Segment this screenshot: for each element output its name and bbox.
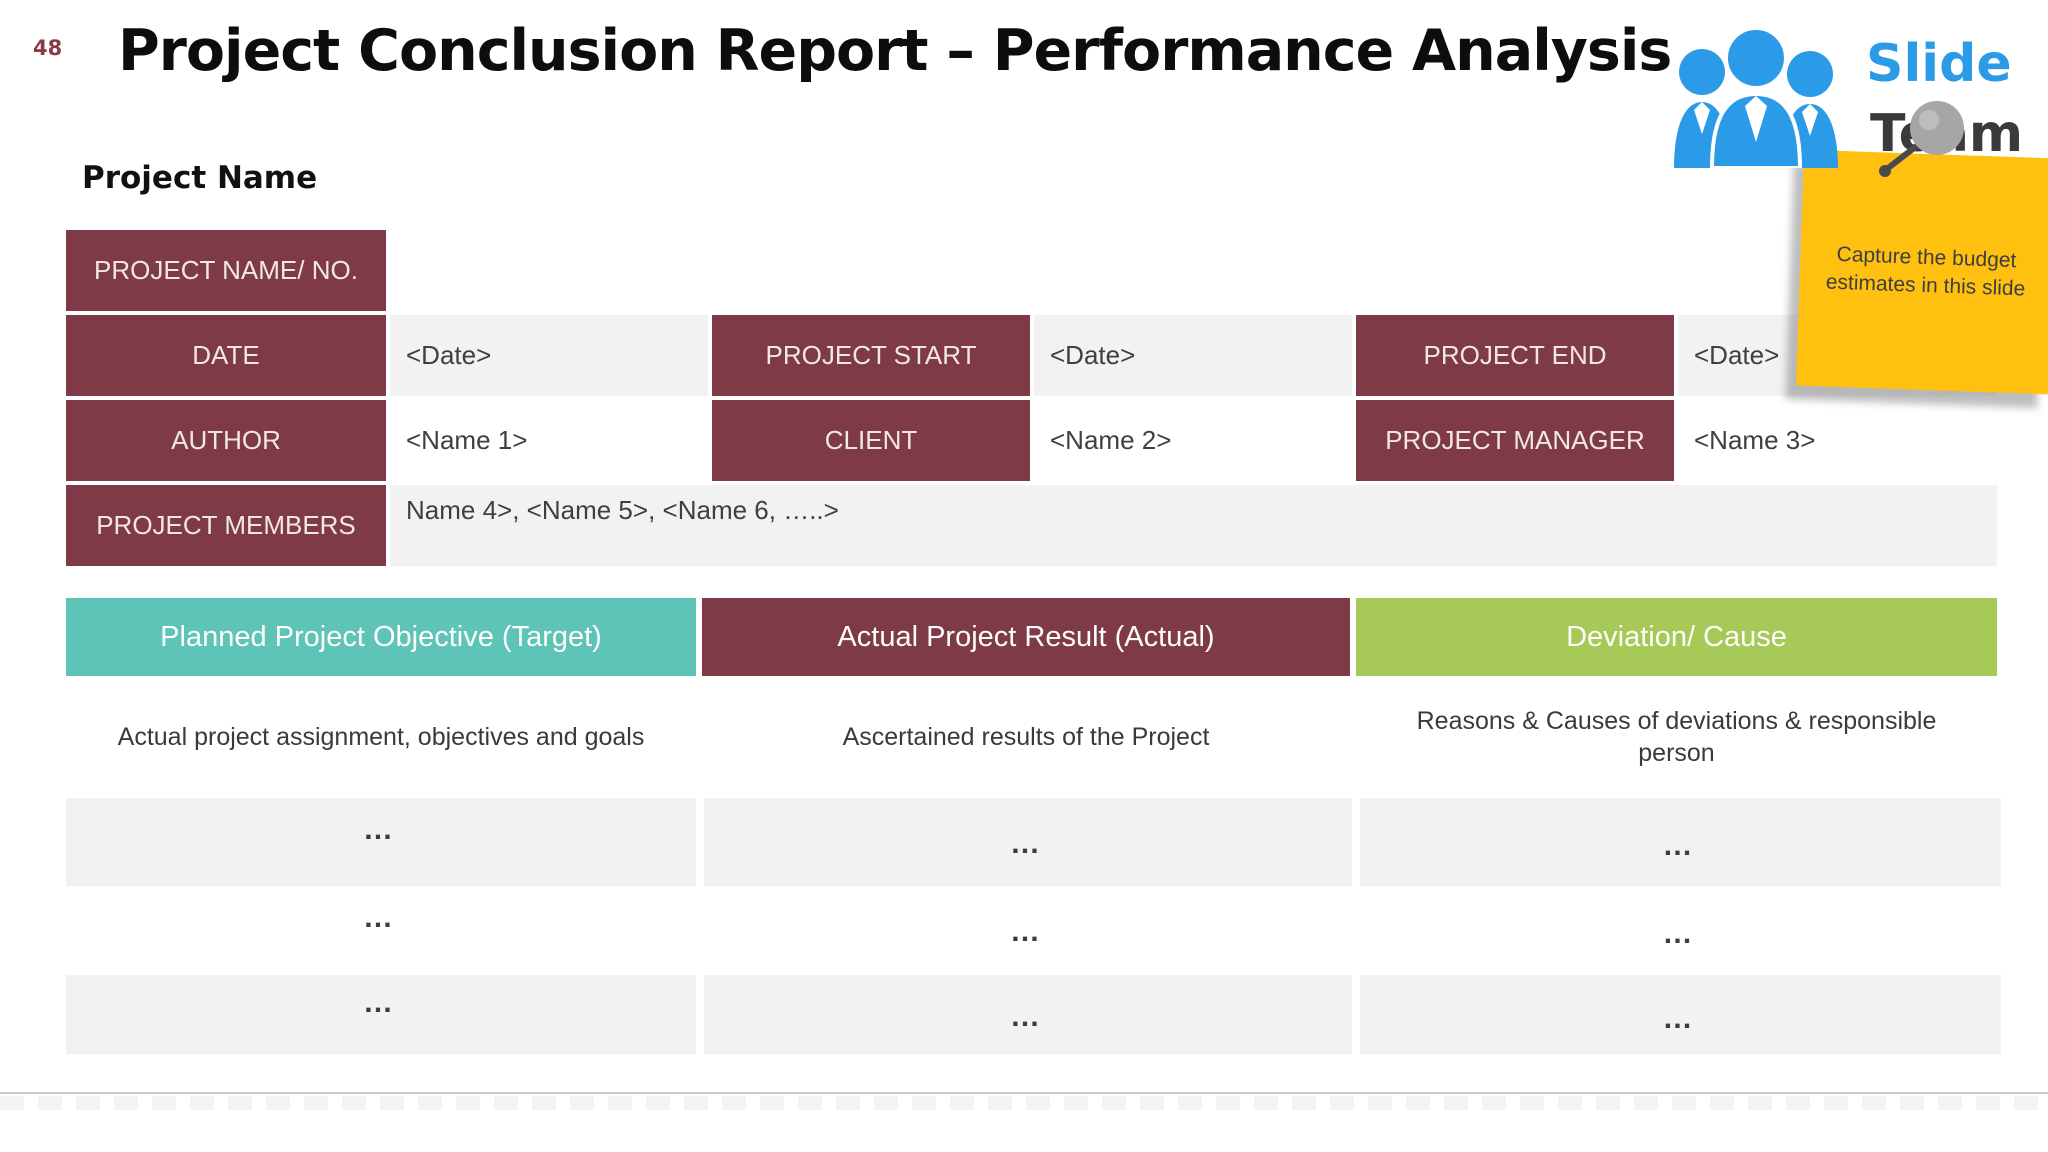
description-text: Actual project assignment, objectives an… xyxy=(117,722,645,751)
info-value-project-members: Name 4>, <Name 5>, <Name 6, …..> xyxy=(390,485,1997,566)
footer-divider xyxy=(0,1092,2048,1094)
placeholder-cell: … xyxy=(704,798,1352,886)
placeholder-cell: … xyxy=(1360,893,2001,966)
comparison-header-row: Planned Project Objective (Target) Actua… xyxy=(66,598,1997,676)
comparison-description-row: Actual project assignment, objectives an… xyxy=(66,678,1997,796)
ellipsis-placeholder: … xyxy=(1662,1001,1699,1035)
info-label-author: AUTHOR xyxy=(66,400,386,481)
info-label-project-name-no: PROJECT NAME/ NO. xyxy=(66,230,386,311)
info-label-date: DATE xyxy=(66,315,386,396)
info-label-project-members: PROJECT MEMBERS xyxy=(66,485,386,566)
info-value-date: <Date> xyxy=(390,315,708,396)
info-label-project-end: PROJECT END xyxy=(1356,315,1674,396)
ellipsis-placeholder: … xyxy=(363,985,399,1019)
info-value-project-manager: <Name 3> xyxy=(1678,400,1997,481)
info-value-author: <Name 1> xyxy=(390,400,708,481)
placeholder-cell: … xyxy=(704,975,1352,1054)
placeholder-row: … … … xyxy=(66,975,2001,1054)
header-deviation-cause: Deviation/ Cause xyxy=(1356,598,1997,676)
description-planned-objective: Actual project assignment, objectives an… xyxy=(66,678,696,796)
ellipsis-placeholder: … xyxy=(1010,999,1046,1033)
info-label-project-manager: PROJECT MANAGER xyxy=(1356,400,1674,481)
info-value-project-start: <Date> xyxy=(1034,315,1352,396)
info-empty-cell xyxy=(712,230,1030,311)
header-actual-result: Actual Project Result (Actual) xyxy=(702,598,1350,676)
ellipsis-placeholder: … xyxy=(1662,829,1699,862)
project-name-heading: Project Name xyxy=(82,160,318,196)
placeholder-row: … … … xyxy=(66,798,2001,886)
ellipsis-placeholder: … xyxy=(363,900,399,934)
placeholder-cell: … xyxy=(66,893,696,966)
logo-text-slide: Slide xyxy=(1866,34,2012,94)
ellipsis-placeholder: … xyxy=(1662,916,1699,950)
ellipsis-placeholder: … xyxy=(363,813,399,846)
description-text: Ascertained results of the Project xyxy=(842,722,1210,751)
placeholder-cell: … xyxy=(66,798,696,886)
info-label-client: CLIENT xyxy=(712,400,1030,481)
description-deviation-cause: Reasons & Causes of deviations & respons… xyxy=(1356,678,1997,796)
ellipsis-placeholder: … xyxy=(1010,827,1046,860)
info-value-client: <Name 2> xyxy=(1034,400,1352,481)
info-empty-cell xyxy=(1356,230,1674,311)
placeholder-cell: … xyxy=(1360,798,2001,886)
footer-dashed-strip xyxy=(0,1096,2048,1110)
placeholder-row: … … … xyxy=(66,893,2001,966)
placeholder-cell: … xyxy=(66,975,696,1054)
slide-number: 48 xyxy=(33,36,63,60)
info-empty-cell xyxy=(390,230,708,311)
placeholder-cell: … xyxy=(704,893,1352,966)
info-empty-cell xyxy=(1034,230,1352,311)
placeholder-cell: … xyxy=(1360,975,2001,1054)
description-text: Reasons & Causes of deviations & respons… xyxy=(1416,706,1937,768)
sticky-note-text: Capture the budget estimates in this sli… xyxy=(1825,242,2026,301)
slide-title: Project Conclusion Report – Performance … xyxy=(118,18,1672,84)
header-planned-objective: Planned Project Objective (Target) xyxy=(66,598,696,676)
ellipsis-placeholder: … xyxy=(1010,914,1046,948)
info-label-project-start: PROJECT START xyxy=(712,315,1030,396)
description-actual-result: Ascertained results of the Project xyxy=(702,678,1350,796)
three-people-icon xyxy=(1674,26,1838,168)
pushpin-icon xyxy=(1879,101,1964,177)
project-info-table: PROJECT NAME/ NO. DATE <Date> PROJECT ST… xyxy=(66,230,1997,566)
